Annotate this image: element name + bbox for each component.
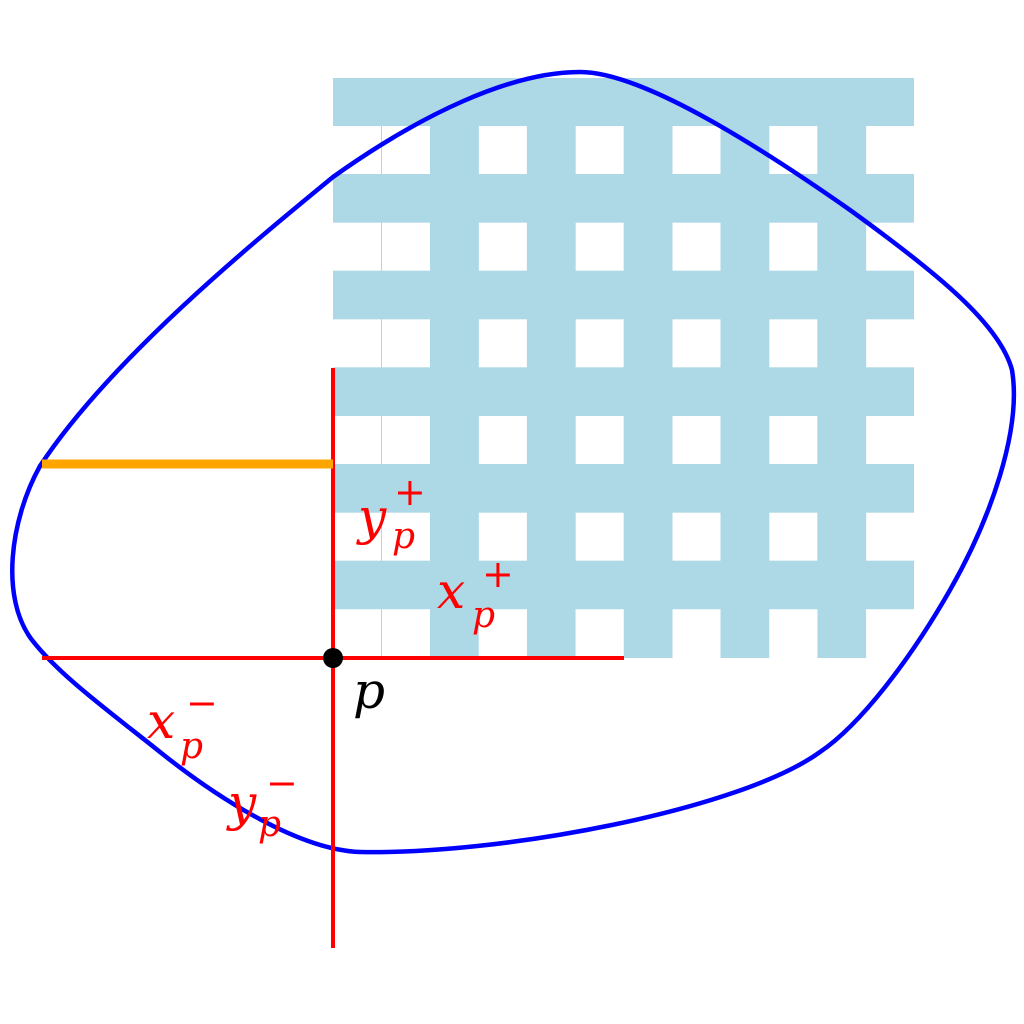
point-p-marker xyxy=(323,648,343,668)
lattice-hole xyxy=(382,126,430,174)
lattice-hole xyxy=(769,319,818,368)
label-x-minus-sub: p xyxy=(180,726,203,767)
lattice-bottom-gap xyxy=(866,609,915,658)
lattice-bottom-gap xyxy=(769,609,818,658)
label-x-plus-sub: p xyxy=(472,595,495,636)
lattice-hole xyxy=(769,416,818,464)
lattice-bottom-gap xyxy=(333,609,381,658)
lattice-hole xyxy=(672,319,721,368)
label-x-plus-sup: + xyxy=(482,552,514,596)
lattice-hole xyxy=(672,222,721,271)
label-y-minus: y p − xyxy=(226,761,298,845)
label-y-plus: y p + xyxy=(356,470,426,557)
lattice-hole xyxy=(478,512,527,561)
lattice-hole xyxy=(866,222,915,271)
lattice-hole xyxy=(866,416,915,464)
lattice-bottom-gap xyxy=(478,609,527,658)
lattice-hole xyxy=(672,416,721,464)
point-p-label: p xyxy=(353,662,385,720)
lattice-bottom-gap xyxy=(382,609,430,658)
lattice-hole xyxy=(382,416,430,464)
lattice-hole xyxy=(575,512,624,561)
lattice-hole xyxy=(575,319,624,368)
lattice-hole xyxy=(866,512,915,561)
lattice-bottom-gap xyxy=(575,609,624,658)
lattice-hole xyxy=(769,512,818,561)
lattice-bottom-gap xyxy=(672,609,721,658)
lattice-hole xyxy=(478,126,527,174)
lattice-grid-background xyxy=(333,78,914,658)
lattice-hole xyxy=(333,512,381,561)
label-x-plus-base: x xyxy=(437,562,465,620)
label-x-plus: x p + xyxy=(437,552,514,636)
lattice-hole xyxy=(769,222,818,271)
lattice-hole xyxy=(575,222,624,271)
lattice-hole xyxy=(333,416,381,464)
label-y-minus-sub: p xyxy=(258,804,281,845)
lattice-hole xyxy=(575,126,624,174)
lattice-hole xyxy=(575,416,624,464)
label-x-minus-base: x xyxy=(147,692,175,750)
label-y-minus-sup: − xyxy=(266,761,298,805)
region-boundary-curve xyxy=(10,69,1017,855)
lattice-hole xyxy=(333,222,381,271)
lattice-hole xyxy=(866,319,915,368)
label-y-plus-base: y xyxy=(356,488,387,546)
label-y-plus-sub: p xyxy=(392,516,415,557)
lattice-hole xyxy=(478,222,527,271)
label-x-minus: x p − xyxy=(147,681,218,767)
label-x-minus-sup: − xyxy=(186,681,218,725)
lattice-hole xyxy=(672,126,721,174)
lattice-hole xyxy=(478,319,527,368)
lattice-hole xyxy=(672,512,721,561)
label-y-minus-base: y xyxy=(226,774,257,832)
lattice-hole xyxy=(382,512,430,561)
lattice-grid xyxy=(333,78,915,658)
lattice-hole xyxy=(769,126,818,174)
lattice-hole xyxy=(333,319,381,368)
lattice-hole xyxy=(866,126,915,174)
label-y-plus-sup: + xyxy=(394,470,426,514)
lattice-hole xyxy=(382,319,430,368)
lattice-hole xyxy=(382,222,430,271)
lattice-hole xyxy=(478,416,527,464)
